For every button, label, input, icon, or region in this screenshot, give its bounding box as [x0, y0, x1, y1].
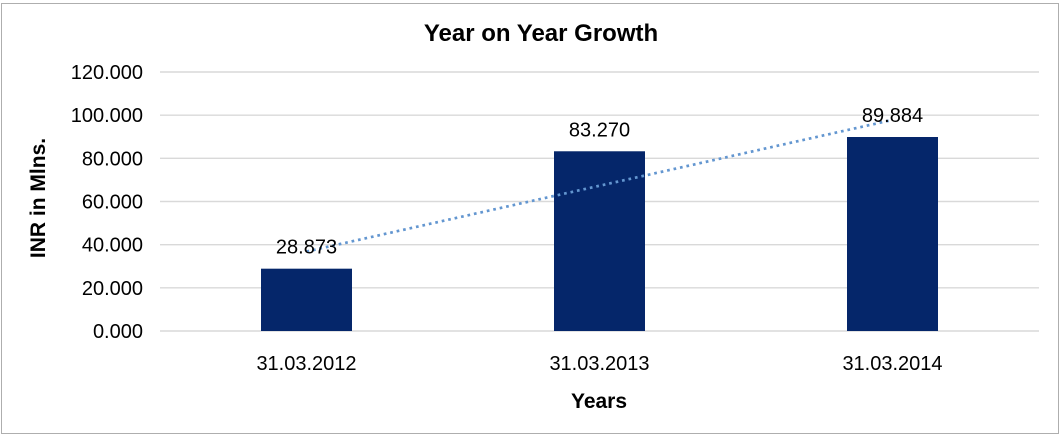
- bar: [261, 268, 352, 331]
- bar-data-label: 28.873: [276, 237, 337, 259]
- y-tick-label: 120.000: [71, 62, 143, 84]
- chart-title: Year on Year Growth: [424, 20, 658, 47]
- y-tick-label: 60.000: [82, 192, 143, 214]
- data-labels: 28.873 83.270 89.884: [276, 105, 923, 259]
- y-tick-label: 100.000: [71, 105, 143, 127]
- category-label: 31.03.2012: [256, 353, 356, 375]
- category-label: 31.03.2013: [549, 353, 649, 375]
- category-labels: 31.03.2012 31.03.2013 31.03.2014: [256, 353, 942, 375]
- bar-data-label: 89.884: [862, 105, 923, 127]
- category-label: 31.03.2014: [842, 353, 942, 375]
- bar: [847, 137, 938, 331]
- trendline: [306, 118, 893, 253]
- trendline-group: [306, 118, 893, 253]
- y-tick-label: 40.000: [82, 235, 143, 257]
- y-tick-label: 80.000: [82, 148, 143, 170]
- bar: [554, 151, 645, 331]
- y-tick-label: 0.000: [93, 321, 143, 343]
- y-axis-title: INR in Mlns.: [27, 138, 50, 258]
- x-axis-title: Years: [571, 390, 627, 413]
- y-axis-tick-labels: 0.000 20.000 40.000 60.000 80.000 100.000 120.…: [71, 62, 143, 343]
- bar-data-label: 83.270: [569, 119, 630, 141]
- y-tick-label: 20.000: [82, 278, 143, 300]
- bars: [261, 137, 938, 331]
